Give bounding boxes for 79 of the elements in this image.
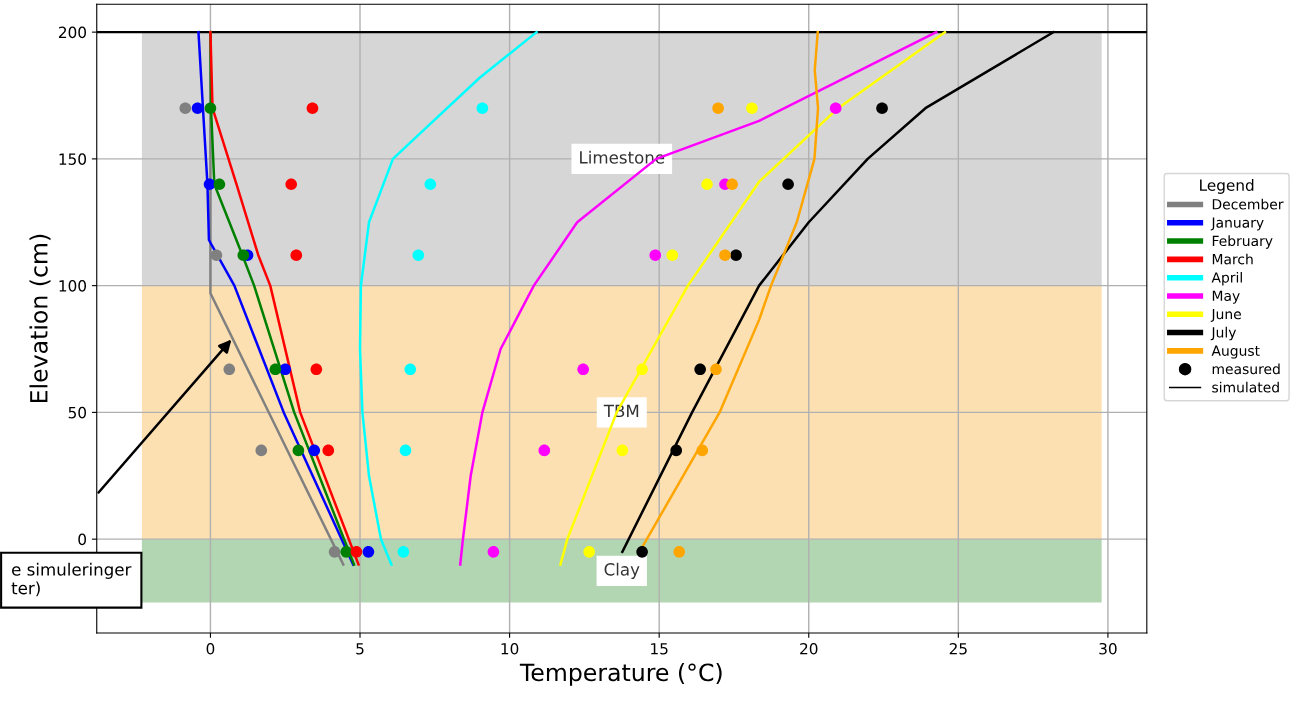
- point: [746, 102, 758, 114]
- point: [616, 444, 629, 457]
- point: [350, 546, 363, 558]
- point: [399, 444, 412, 457]
- point: [538, 444, 551, 457]
- point: [322, 444, 335, 457]
- point: [726, 178, 738, 191]
- annotation: e simuleringer ter): [11, 562, 132, 597]
- x-tick-label: 5: [356, 643, 364, 655]
- point: [424, 178, 437, 191]
- legend-label: December: [1212, 198, 1284, 210]
- point: [285, 178, 298, 191]
- point: [670, 444, 683, 457]
- point: [487, 546, 500, 558]
- y-axis-title: Elevation (cm): [29, 234, 51, 403]
- legend-label: January: [1210, 217, 1264, 231]
- point: [476, 102, 489, 114]
- point: [712, 102, 724, 114]
- x-axis-title: Temperature (°C): [519, 663, 722, 686]
- point: [292, 444, 305, 457]
- point: [696, 444, 709, 457]
- legend-label: March: [1212, 253, 1253, 265]
- point: [290, 249, 303, 262]
- point: [404, 363, 417, 376]
- point: [255, 444, 268, 457]
- point: [279, 363, 292, 376]
- point: [710, 363, 722, 376]
- legend-label: July: [1210, 326, 1237, 341]
- point: [694, 363, 706, 376]
- point: [829, 102, 842, 114]
- point: [782, 178, 794, 191]
- y-tick-label: 50: [68, 406, 87, 419]
- line-series: [358, 30, 538, 566]
- point: [583, 546, 595, 558]
- point: [306, 102, 319, 114]
- legend-label: simulated: [1212, 381, 1279, 393]
- x-tick-label: 20: [800, 642, 818, 655]
- x-tick-label: 25: [949, 642, 967, 655]
- point: [649, 249, 662, 262]
- x-tick-label: 30: [1099, 642, 1117, 655]
- legend-label: measured: [1212, 363, 1280, 375]
- point: [310, 363, 323, 376]
- point: [340, 546, 353, 558]
- y-tick-label: 200: [58, 26, 87, 39]
- point: [719, 249, 731, 262]
- point: [876, 102, 888, 114]
- legend-label: August: [1211, 345, 1260, 359]
- point: [213, 178, 226, 191]
- legend-label: May: [1212, 290, 1240, 304]
- point: [210, 249, 223, 262]
- point: [673, 546, 686, 558]
- point: [223, 363, 236, 376]
- band-label: Clay: [604, 562, 640, 579]
- point: [269, 363, 282, 376]
- x-tick-label: 0: [206, 642, 215, 655]
- point: [412, 249, 425, 262]
- point: [666, 249, 679, 262]
- legend-title: Legend: [1200, 179, 1254, 194]
- y-tick-label: 150: [59, 153, 87, 165]
- point: [204, 102, 217, 114]
- legend-label: June: [1210, 309, 1241, 322]
- point: [636, 546, 648, 558]
- point: [203, 178, 216, 191]
- x-tick-label: 15: [651, 643, 668, 655]
- point: [701, 178, 713, 191]
- point: [362, 546, 375, 558]
- point: [179, 102, 192, 114]
- point: [577, 363, 589, 376]
- legend-label: April: [1211, 271, 1242, 286]
- legend-label: February: [1212, 235, 1273, 249]
- point: [328, 546, 341, 558]
- point: [636, 363, 648, 376]
- point: [237, 249, 250, 262]
- point: [730, 249, 742, 262]
- point: [397, 546, 410, 558]
- point: [308, 444, 321, 457]
- y-tick-label: 0: [78, 533, 87, 546]
- y-tick-label: 100: [59, 280, 87, 292]
- x-tick-label: 10: [501, 642, 519, 655]
